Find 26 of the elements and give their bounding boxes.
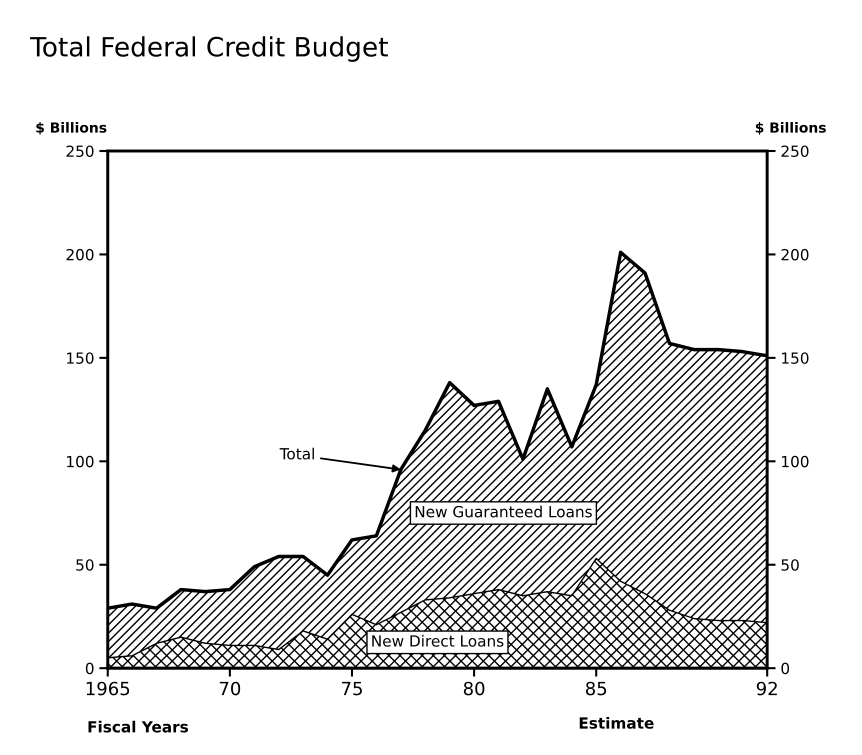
x-tick-label: 92 bbox=[756, 682, 777, 696]
x-tick-label: 1965 bbox=[86, 682, 130, 696]
y-tick-label: 250 bbox=[66, 145, 94, 158]
y2-tick-label: 200 bbox=[781, 248, 809, 260]
y-tick-label: 200 bbox=[66, 248, 94, 260]
series-label: New Guaranteed Loans bbox=[416, 506, 592, 518]
x-tick-label: 75 bbox=[342, 682, 362, 696]
y-tick-label: 150 bbox=[67, 352, 94, 364]
x-tick-label: 70 bbox=[220, 682, 240, 696]
y2-tick-label: 100 bbox=[782, 456, 809, 468]
y2-tick-label: 0 bbox=[781, 662, 790, 674]
x-tick-label: 80 bbox=[464, 682, 484, 696]
y2-tick-label: 250 bbox=[781, 145, 809, 158]
x-tick-label: 85 bbox=[586, 682, 606, 696]
y-tick-label: 100 bbox=[67, 456, 94, 468]
text: Estimate bbox=[580, 716, 654, 729]
chart-title: Total Federal Credit Budget bbox=[30, 36, 388, 62]
y2-tick-label: 150 bbox=[782, 352, 809, 364]
y2-axis-title: $ Billions bbox=[756, 122, 826, 135]
series-label: New Direct Loans bbox=[372, 634, 504, 647]
annotation: Total bbox=[280, 448, 314, 460]
y2-tick-label: 50 bbox=[782, 559, 799, 571]
y-tick-label: 50 bbox=[76, 559, 94, 571]
y-tick-label: 0 bbox=[86, 662, 94, 674]
y-axis-title: $ Billions bbox=[36, 122, 106, 135]
x-axis-title: Fiscal Years bbox=[88, 720, 188, 733]
